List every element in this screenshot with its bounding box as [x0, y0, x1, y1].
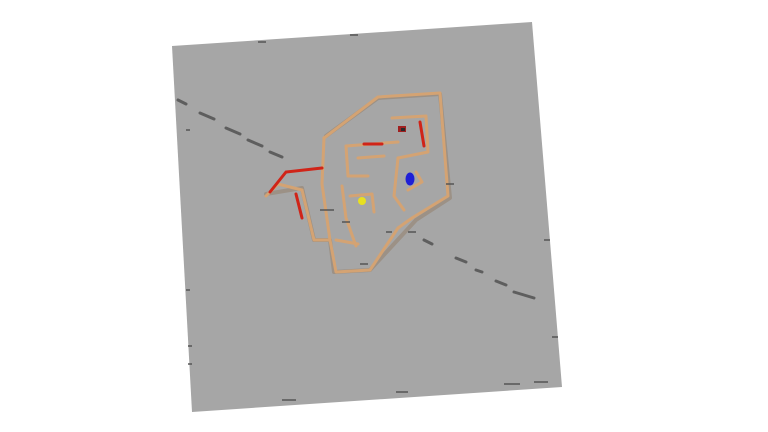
blue-agent[interactable]	[405, 172, 415, 186]
ground-plane	[172, 22, 562, 412]
diagonal-marker-line	[176, 98, 536, 300]
red-object[interactable]	[398, 126, 406, 132]
maze-markers	[320, 183, 454, 265]
hazard-walls	[268, 120, 426, 220]
yellow-goal[interactable]	[358, 197, 366, 205]
edge-markers	[186, 34, 558, 401]
